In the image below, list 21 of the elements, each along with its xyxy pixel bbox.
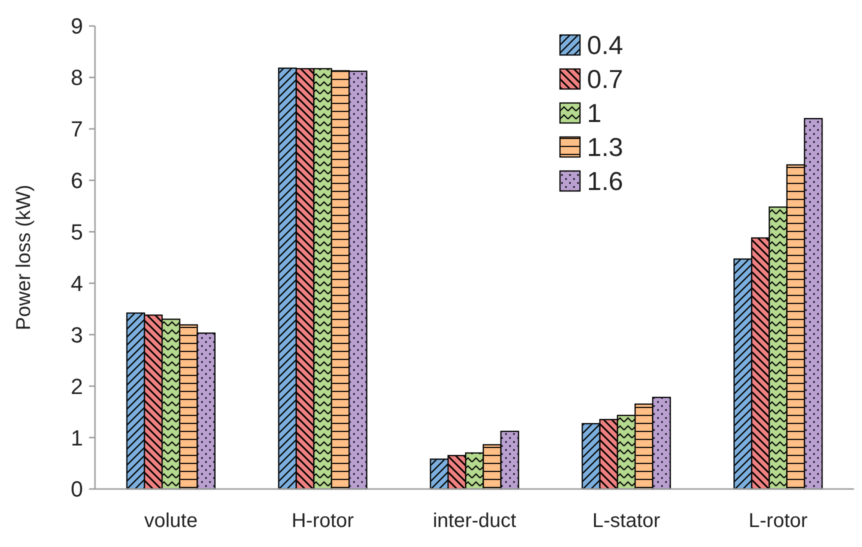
y-axis-title: Power loss (kW) bbox=[13, 184, 35, 330]
legend-label: 1.6 bbox=[587, 166, 624, 196]
x-tick-label: L-stator bbox=[592, 510, 661, 532]
y-tick-label: 7 bbox=[70, 116, 83, 142]
y-tick-label: 6 bbox=[70, 168, 83, 194]
legend-label: 0.7 bbox=[587, 64, 624, 94]
x-tick-label: H-rotor bbox=[292, 510, 354, 532]
x-tick-label: volute bbox=[144, 510, 198, 532]
y-tick-label: 5 bbox=[70, 219, 83, 244]
legend-label: 0.4 bbox=[587, 30, 624, 60]
y-tick-label: 9 bbox=[70, 14, 83, 39]
legend-label: 1.3 bbox=[587, 132, 624, 162]
y-tick-label: 1 bbox=[70, 425, 83, 450]
legend-label: 1 bbox=[587, 98, 602, 128]
y-tick-label: 0 bbox=[70, 476, 83, 502]
x-tick-label: inter-duct bbox=[432, 510, 517, 532]
y-tick-label: 3 bbox=[70, 322, 83, 348]
y-tick-label: 8 bbox=[70, 65, 83, 90]
y-tick-label: 2 bbox=[70, 374, 83, 399]
x-tick-label: L-rotor bbox=[748, 510, 808, 532]
y-tick-label: 4 bbox=[70, 270, 83, 296]
